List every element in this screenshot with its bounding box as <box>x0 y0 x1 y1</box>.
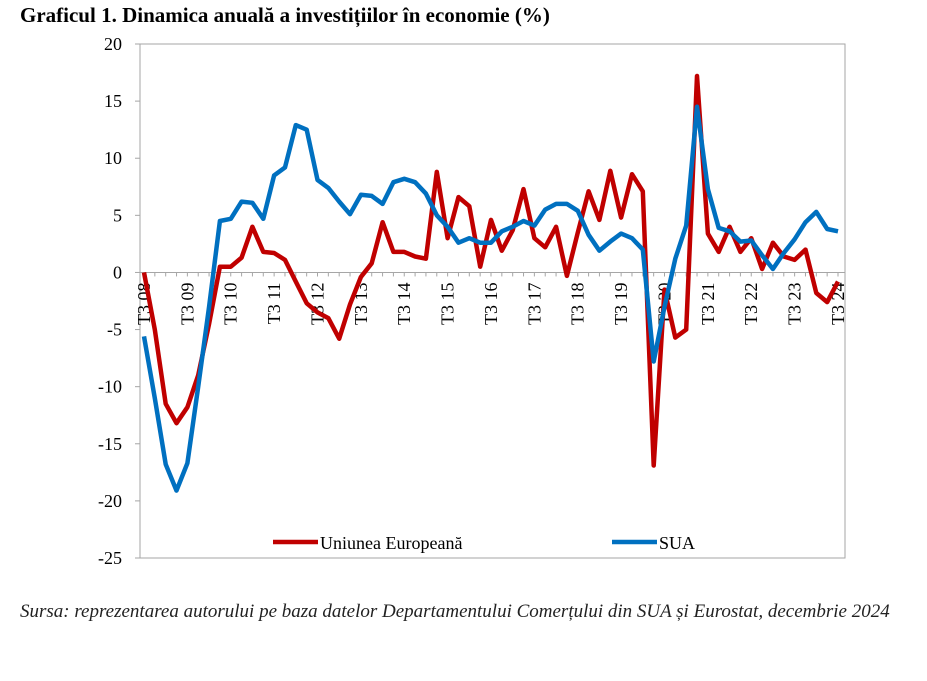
y-tick-label: 0 <box>113 262 122 282</box>
y-tick-label: 20 <box>104 34 122 54</box>
y-tick-label: -10 <box>98 377 122 397</box>
x-tick-label: T3 16 <box>481 282 501 325</box>
x-tick-label: T3 22 <box>741 282 761 325</box>
x-tick-label: T3 19 <box>611 282 631 325</box>
y-tick-label: -5 <box>107 320 122 340</box>
chart-title: Graficul 1. Dinamica anuală a investiții… <box>20 3 550 28</box>
y-tick-label: -25 <box>98 548 122 568</box>
legend-label: SUA <box>659 533 695 553</box>
plot-frame <box>139 43 846 559</box>
y-tick-label: -15 <box>98 434 122 454</box>
legend-label: Uniunea Europeană <box>320 533 462 553</box>
chart: Graficul 1. Dinamica anuală a investiții… <box>20 3 848 568</box>
source-note: Sursa: reprezentarea autorului pe baza d… <box>20 601 890 622</box>
x-tick-label: T3 15 <box>438 282 458 325</box>
x-tick-label: T3 11 <box>264 282 284 324</box>
x-tick-label: T3 14 <box>394 282 414 325</box>
x-tick-label: T3 10 <box>221 282 241 325</box>
x-tick-label: T3 18 <box>568 282 588 325</box>
y-tick-label: 5 <box>113 205 122 225</box>
y-tick-label: 15 <box>104 91 122 111</box>
x-tick-label: T3 24 <box>828 282 848 325</box>
y-tick-label: 10 <box>104 148 122 168</box>
x-tick-label: T3 23 <box>785 282 805 325</box>
x-tick-label: T3 17 <box>524 282 544 325</box>
y-tick-label: -20 <box>98 491 122 511</box>
x-tick-label: T3 21 <box>698 282 718 325</box>
data-line <box>141 73 840 468</box>
x-tick-label: T3 09 <box>177 282 197 325</box>
data-line <box>141 104 839 493</box>
